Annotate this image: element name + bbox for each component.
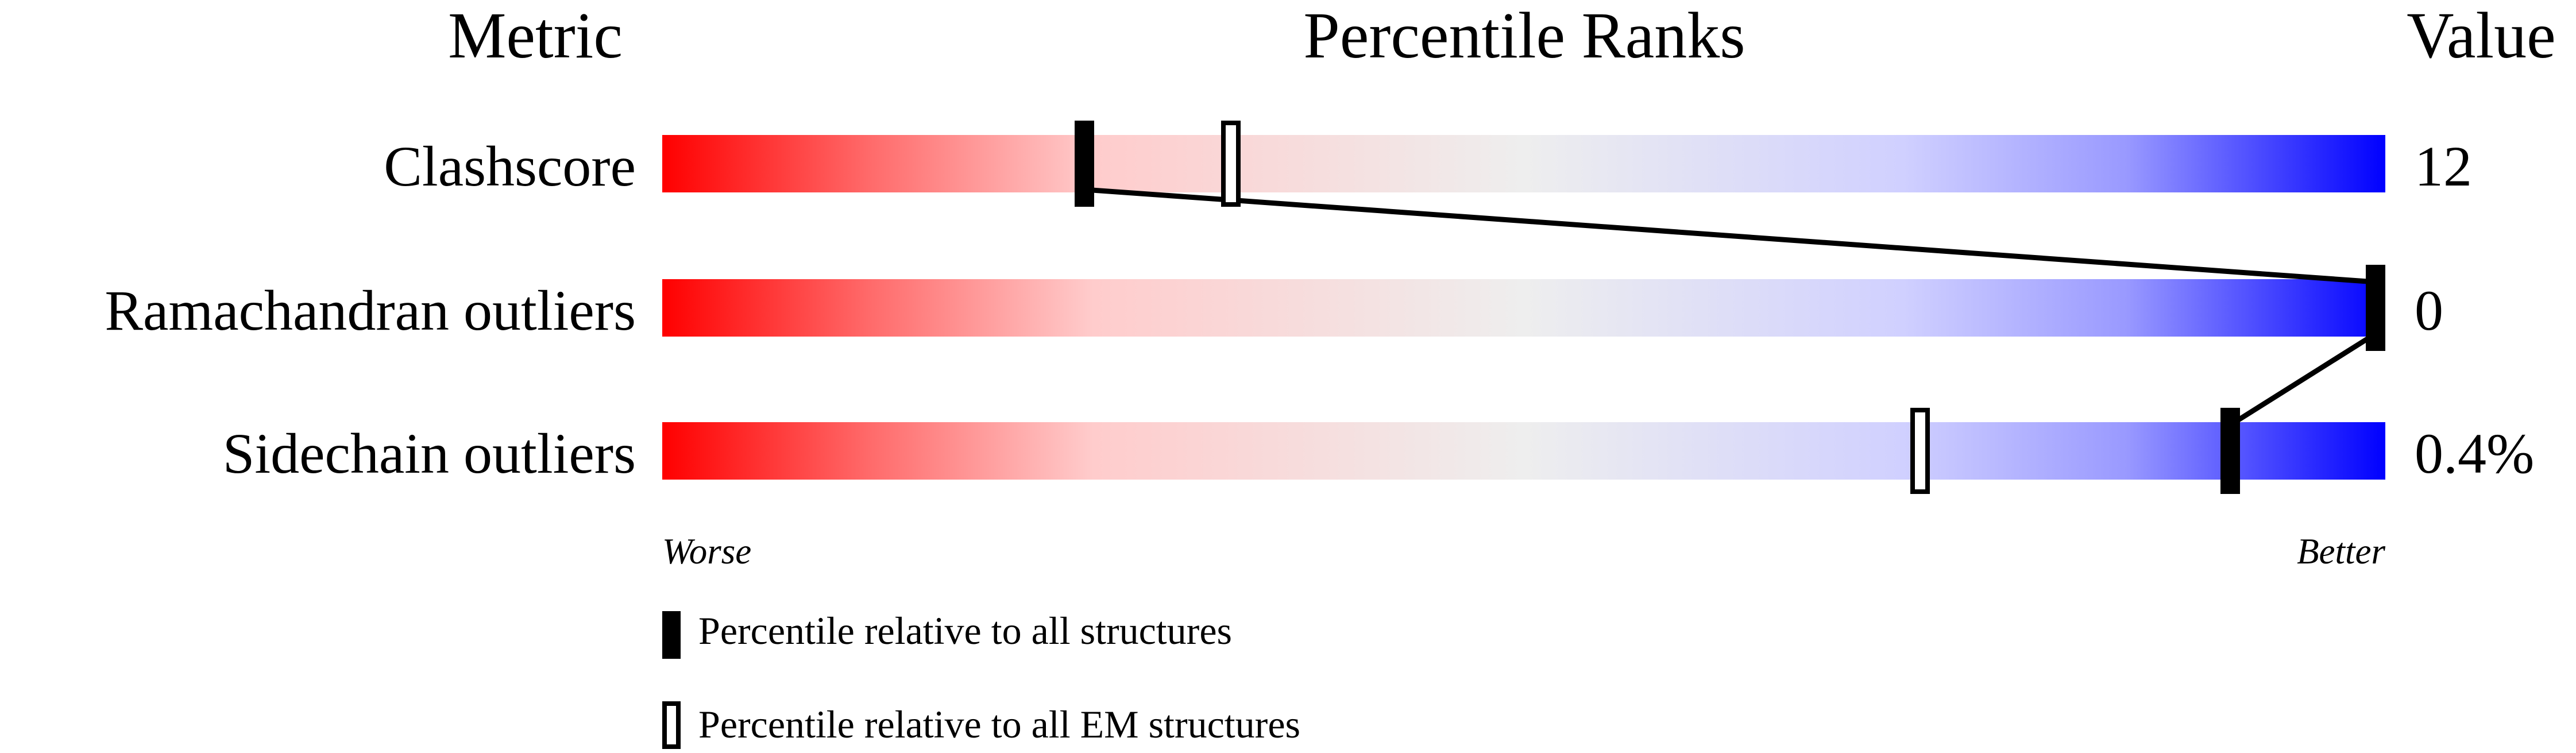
header-value: Value [2407,0,2556,72]
all-percentile-marker [2220,408,2240,494]
em-percentile-marker [1221,121,1241,207]
metric-value: 12 [2415,134,2472,198]
legend-label-all: Percentile relative to all structures [698,609,1232,652]
percentile-bar [662,422,2385,480]
em-percentile-marker [1910,408,1930,494]
percentile-bar [662,135,2385,192]
all-percentile-marker [2366,265,2385,351]
connector-line [1084,187,2376,285]
connector-line [2229,331,2377,427]
metric-label: Ramachandran outliers [105,279,636,342]
header-percentile-ranks: Percentile Ranks [1303,0,1745,72]
all-percentile-marker [1075,121,1094,207]
metric-value: 0.4% [2415,422,2534,485]
legend-filled-marker [662,611,681,659]
metric-label: Sidechain outliers [223,422,636,485]
worse-label: Worse [662,531,751,571]
better-label: Better [2297,531,2385,571]
metric-value: 0 [2415,279,2443,342]
header-metric: Metric [448,0,623,72]
metric-label: Clashscore [384,134,636,198]
legend-open-marker [662,701,681,749]
legend-label-em: Percentile relative to all EM structures [698,702,1300,746]
percentile-bar [662,279,2385,337]
